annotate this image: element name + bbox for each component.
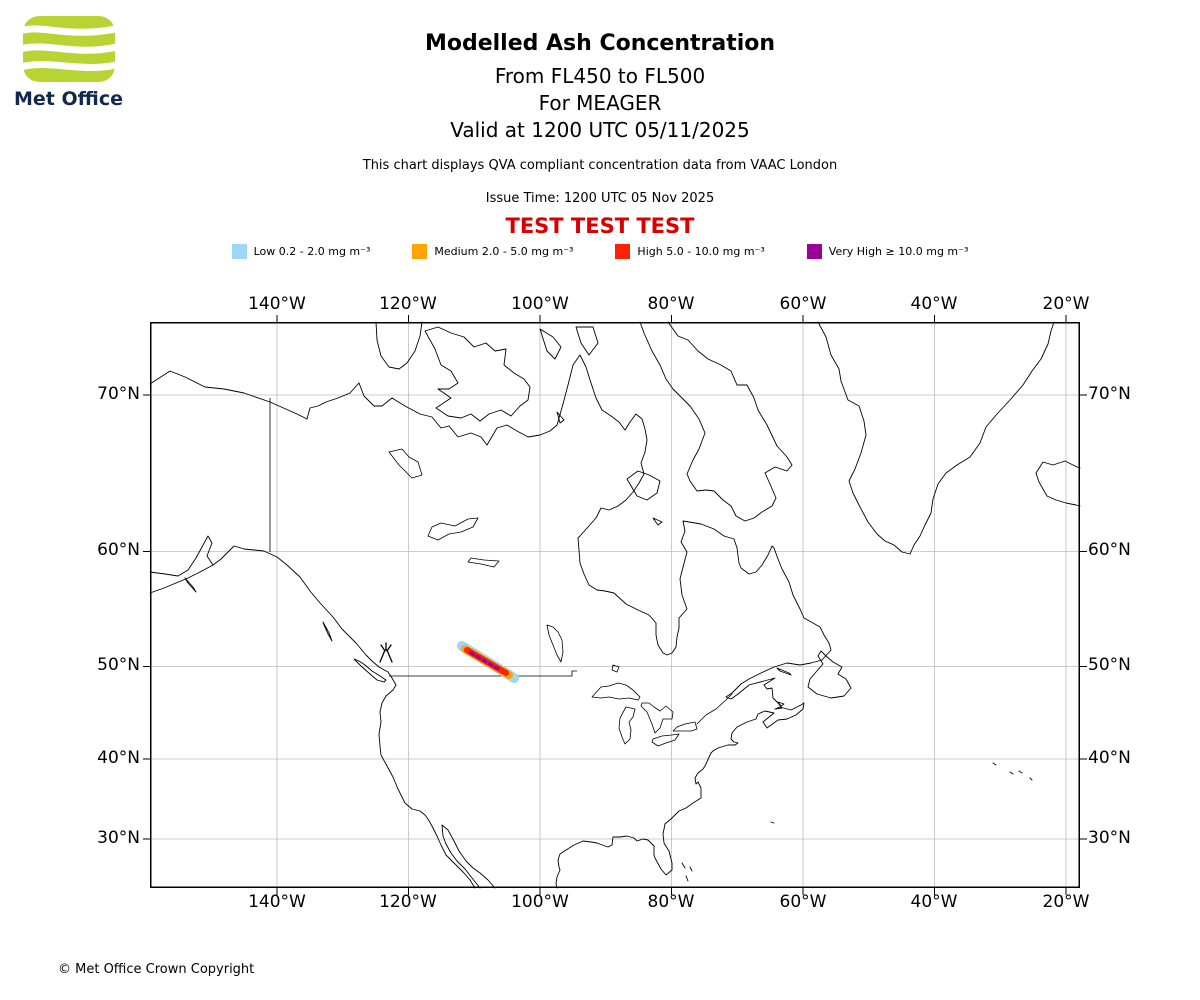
coastline-islands bbox=[184, 321, 1081, 882]
chart-subtitle-volcano: For MEAGER bbox=[538, 91, 662, 115]
y-tick-label-left: 40°N bbox=[97, 748, 140, 768]
y-tick-label-left: 60°N bbox=[97, 540, 140, 560]
legend-swatch-high bbox=[615, 244, 631, 259]
legend-label-low: Low 0.2 - 2.0 mg m⁻³ bbox=[253, 245, 371, 258]
ash-plume bbox=[457, 641, 519, 683]
lakes bbox=[388, 448, 733, 747]
x-tick-label-bottom: 20°W bbox=[1042, 892, 1090, 912]
axis-ticks bbox=[143, 315, 1087, 895]
x-tick-label-bottom: 120°W bbox=[379, 892, 437, 912]
x-tick-label-bottom: 80°W bbox=[647, 892, 695, 912]
legend-item-medium: Medium 2.0 - 5.0 mg m⁻³ bbox=[412, 244, 573, 259]
legend-item-low: Low 0.2 - 2.0 mg m⁻³ bbox=[231, 244, 371, 259]
x-tick-label-top: 40°W bbox=[910, 294, 958, 314]
coastline-pacific bbox=[149, 535, 476, 889]
y-tick-label-right: 50°N bbox=[1088, 655, 1131, 675]
y-tick-label-right: 60°N bbox=[1088, 540, 1131, 560]
x-tick-label-top: 80°W bbox=[647, 294, 695, 314]
y-tick-label-left: 30°N bbox=[97, 828, 140, 848]
legend-label-medium: Medium 2.0 - 5.0 mg m⁻³ bbox=[434, 245, 574, 258]
met-office-logo bbox=[23, 16, 115, 82]
y-tick-label-left: 70°N bbox=[97, 384, 140, 404]
test-banner: TEST TEST TEST bbox=[505, 214, 695, 238]
logo-waves bbox=[23, 16, 115, 82]
copyright-text: © Met Office Crown Copyright bbox=[58, 962, 255, 977]
x-tick-label-bottom: 140°W bbox=[248, 892, 306, 912]
issue-time: Issue Time: 1200 UTC 05 Nov 2025 bbox=[485, 191, 715, 206]
map-canvas bbox=[143, 315, 1087, 895]
x-tick-label-top: 140°W bbox=[248, 294, 306, 314]
y-tick-label-left: 50°N bbox=[97, 655, 140, 675]
x-tick-label-top: 60°W bbox=[779, 294, 827, 314]
concentration-legend: Low 0.2 - 2.0 mg m⁻³ Medium 2.0 - 5.0 mg… bbox=[0, 244, 1200, 259]
logo-wordmark: Met Office bbox=[14, 88, 123, 110]
y-tick-label-right: 40°N bbox=[1088, 748, 1131, 768]
national-borders bbox=[269, 398, 577, 677]
chart-subtitle-flight-levels: From FL450 to FL500 bbox=[494, 64, 706, 88]
x-tick-label-bottom: 60°W bbox=[779, 892, 827, 912]
coastlines bbox=[149, 321, 1081, 889]
chart-title: Modelled Ash Concentration bbox=[424, 31, 776, 56]
legend-label-very-high: Very High ≥ 10.0 mg m⁻³ bbox=[828, 245, 969, 258]
coastline-arctic-atlantic bbox=[149, 354, 832, 889]
x-tick-label-bottom: 100°W bbox=[511, 892, 569, 912]
x-tick-label-bottom: 40°W bbox=[910, 892, 958, 912]
qva-note: This chart displays QVA compliant concen… bbox=[362, 158, 838, 173]
coastline-gulf-california bbox=[441, 824, 496, 889]
y-tick-label-right: 30°N bbox=[1088, 828, 1131, 848]
map-frame bbox=[150, 322, 1080, 888]
plume-very-high bbox=[469, 651, 502, 672]
x-tick-label-top: 20°W bbox=[1042, 294, 1090, 314]
volcano-marker bbox=[379, 642, 393, 663]
chart-subtitle-valid: Valid at 1200 UTC 05/11/2025 bbox=[450, 118, 750, 142]
legend-swatch-medium bbox=[412, 244, 428, 259]
legend-label-high: High 5.0 - 10.0 mg m⁻³ bbox=[637, 245, 765, 258]
graticule-gridlines bbox=[150, 322, 1080, 888]
legend-swatch-low bbox=[231, 244, 247, 259]
legend-item-high: High 5.0 - 10.0 mg m⁻³ bbox=[615, 244, 765, 259]
y-tick-label-right: 70°N bbox=[1088, 384, 1131, 404]
legend-swatch-very-high bbox=[806, 244, 822, 259]
us-canada-border bbox=[389, 670, 577, 677]
legend-item-very-high: Very High ≥ 10.0 mg m⁻³ bbox=[806, 244, 969, 259]
x-tick-label-top: 100°W bbox=[511, 294, 569, 314]
x-tick-label-top: 120°W bbox=[379, 294, 437, 314]
